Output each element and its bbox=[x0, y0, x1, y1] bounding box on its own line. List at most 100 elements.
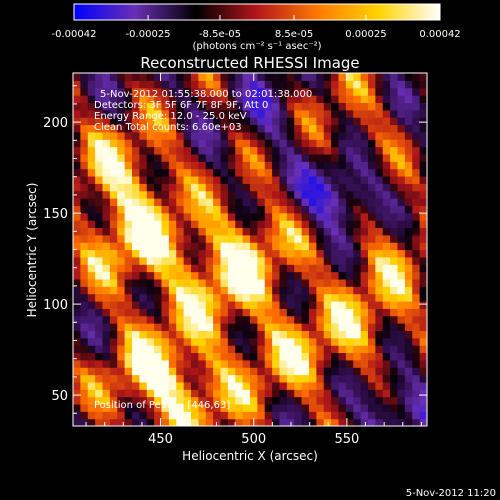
heatmap-cell bbox=[404, 403, 413, 412]
heatmap-cell bbox=[375, 381, 384, 390]
heatmap-cell bbox=[220, 117, 229, 126]
heatmap-cell bbox=[205, 212, 214, 221]
heatmap-cell bbox=[191, 315, 199, 324]
heatmap-cell bbox=[235, 175, 244, 184]
heatmap-cell bbox=[80, 411, 89, 420]
heatmap-cell bbox=[191, 175, 199, 184]
heatmap-cell bbox=[80, 102, 89, 111]
heatmap-cell bbox=[132, 330, 140, 339]
heatmap-cell bbox=[227, 183, 236, 192]
heatmap-cell bbox=[368, 286, 376, 295]
heatmap-cell bbox=[139, 242, 148, 251]
heatmap-cell bbox=[87, 183, 96, 192]
heatmap-cell bbox=[397, 212, 406, 221]
heatmap-cell bbox=[272, 80, 281, 89]
heatmap-cell bbox=[375, 87, 384, 96]
heatmap-cell bbox=[404, 212, 413, 221]
heatmap-cell bbox=[235, 168, 244, 177]
heatmap-cell bbox=[220, 418, 229, 426]
heatmap-cell bbox=[257, 161, 266, 170]
heatmap-cell bbox=[102, 381, 111, 390]
heatmap-cell bbox=[286, 396, 295, 405]
heatmap-cell bbox=[316, 227, 325, 236]
heatmap-cell bbox=[419, 308, 427, 317]
heatmap-cell bbox=[250, 183, 258, 192]
heatmap-cell bbox=[257, 418, 266, 426]
heatmap-cell bbox=[412, 234, 421, 243]
heatmap-cell bbox=[80, 124, 89, 133]
heatmap-cell bbox=[345, 234, 354, 243]
heatmap-cell bbox=[272, 131, 281, 140]
heatmap-cell bbox=[309, 271, 317, 280]
heatmap-cell bbox=[235, 278, 244, 287]
heatmap-cell bbox=[360, 198, 369, 206]
heatmap-cell bbox=[323, 271, 332, 280]
heatmap-cell bbox=[205, 242, 214, 251]
heatmap-cell bbox=[309, 278, 317, 287]
heatmap-cell bbox=[301, 161, 310, 170]
heatmap-cell bbox=[323, 411, 332, 420]
heatmap-cell bbox=[146, 117, 155, 126]
heatmap-cell bbox=[331, 323, 340, 331]
heatmap-cell bbox=[375, 418, 384, 426]
heatmap-cell bbox=[309, 198, 317, 206]
heatmap-cell bbox=[316, 249, 325, 258]
heatmap-cell bbox=[419, 168, 427, 177]
heatmap-cell bbox=[419, 109, 427, 118]
heatmap-cell bbox=[345, 367, 354, 376]
heatmap-cell bbox=[102, 80, 111, 89]
heatmap-cell bbox=[235, 330, 244, 339]
heatmap-cell bbox=[316, 234, 325, 243]
heatmap-cell bbox=[345, 345, 354, 354]
heatmap-cell bbox=[176, 293, 185, 302]
heatmap-cell bbox=[257, 381, 266, 390]
heatmap-cell bbox=[87, 153, 96, 162]
heatmap-cell bbox=[390, 293, 399, 302]
heatmap-cell bbox=[345, 411, 354, 420]
heatmap-cell bbox=[382, 323, 391, 331]
heatmap-cell bbox=[323, 190, 332, 199]
heatmap-cell bbox=[73, 242, 81, 251]
heatmap-cell bbox=[227, 198, 236, 206]
heatmap-cell bbox=[95, 73, 104, 81]
heatmap-cell bbox=[213, 411, 222, 420]
heatmap-cell bbox=[176, 153, 185, 162]
heatmap-cell bbox=[95, 323, 104, 331]
heatmap-cell bbox=[109, 337, 118, 346]
heatmap-cell bbox=[309, 212, 317, 221]
heatmap-cell bbox=[279, 109, 288, 118]
heatmap-cell bbox=[368, 220, 376, 229]
heatmap-cell bbox=[286, 95, 295, 104]
heatmap-cell bbox=[139, 117, 148, 126]
heatmap-cell bbox=[220, 153, 229, 162]
heatmap-cell bbox=[353, 359, 362, 368]
heatmap-cell bbox=[183, 337, 192, 346]
heatmap-cell bbox=[272, 161, 281, 170]
heatmap-cell bbox=[102, 183, 111, 192]
heatmap-cell bbox=[338, 271, 347, 280]
heatmap-cell bbox=[353, 102, 362, 111]
heatmap-cell bbox=[294, 95, 303, 104]
heatmap-cell bbox=[132, 205, 140, 214]
heatmap-cell bbox=[368, 95, 376, 104]
heatmap-cell bbox=[220, 175, 229, 184]
heatmap-cell bbox=[264, 131, 273, 140]
heatmap-cell bbox=[227, 139, 236, 148]
heatmap-cell bbox=[360, 403, 369, 412]
heatmap-cell bbox=[161, 403, 170, 412]
heatmap-cell bbox=[353, 367, 362, 376]
heatmap-cell bbox=[331, 124, 340, 133]
heatmap-cell bbox=[139, 234, 148, 243]
heatmap-cell bbox=[168, 168, 177, 177]
heatmap-cell bbox=[390, 87, 399, 96]
heatmap-cell bbox=[109, 190, 118, 199]
heatmap-cell bbox=[404, 183, 413, 192]
heatmap-cell bbox=[272, 286, 281, 295]
heatmap-cell bbox=[124, 249, 133, 258]
heatmap-cell bbox=[353, 403, 362, 412]
heatmap-cell bbox=[168, 146, 177, 155]
heatmap-cell bbox=[397, 293, 406, 302]
heatmap-cell bbox=[294, 117, 303, 126]
heatmap-cell bbox=[294, 168, 303, 177]
heatmap-cell bbox=[191, 102, 199, 111]
